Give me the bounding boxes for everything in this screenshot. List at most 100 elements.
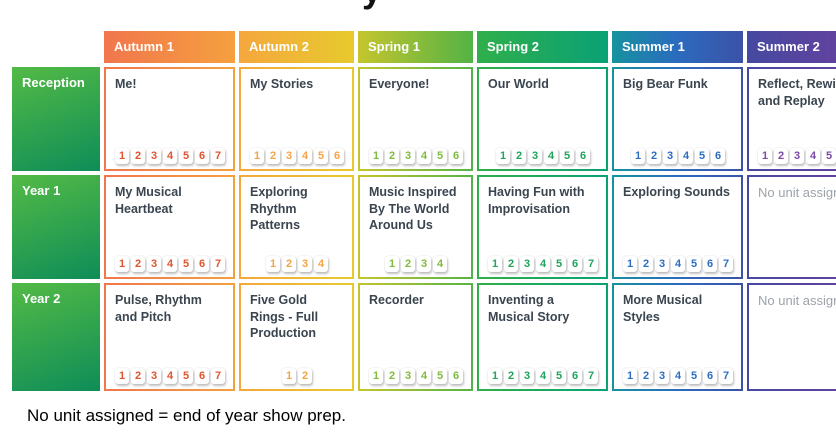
unit-step-chip-7[interactable]: 7 [719, 256, 733, 272]
unit-step-chip-2[interactable]: 2 [512, 148, 526, 164]
unit-step-chip-4[interactable]: 4 [679, 148, 693, 164]
unit-step-chip-5[interactable]: 5 [552, 256, 566, 272]
unit-step-chip-5[interactable]: 5 [179, 148, 193, 164]
unit-step-chip-5[interactable]: 5 [314, 148, 328, 164]
unit-step-chip-3[interactable]: 3 [417, 256, 431, 272]
unit-step-chip-7[interactable]: 7 [211, 368, 225, 384]
unit-step-chip-6[interactable]: 6 [195, 148, 209, 164]
unit-step-chip-6[interactable]: 6 [703, 368, 717, 384]
unit-step-chip-7[interactable]: 7 [584, 256, 598, 272]
unit-step-chip-4[interactable]: 4 [671, 368, 685, 384]
unit-step-chip-3[interactable]: 3 [147, 368, 161, 384]
unit-step-chip-2[interactable]: 2 [401, 256, 415, 272]
unit-step-chip-2[interactable]: 2 [385, 368, 399, 384]
unit-step-chip-3[interactable]: 3 [520, 368, 534, 384]
column-header-spring-2: Spring 2 [477, 31, 608, 63]
unit-step-chip-2[interactable]: 2 [282, 256, 296, 272]
unit-step-chip-1[interactable]: 1 [369, 368, 383, 384]
unit-step-chip-4[interactable]: 4 [163, 148, 177, 164]
unit-step-chip-2[interactable]: 2 [131, 368, 145, 384]
unit-step-chip-5[interactable]: 5 [822, 148, 836, 164]
unit-step-chip-6[interactable]: 6 [195, 256, 209, 272]
unit-step-chip-2[interactable]: 2 [639, 256, 653, 272]
unit-step-chip-3[interactable]: 3 [655, 256, 669, 272]
unit-step-chip-6[interactable]: 6 [568, 368, 582, 384]
unit-step-chip-2[interactable]: 2 [504, 256, 518, 272]
unit-step-chip-3[interactable]: 3 [790, 148, 804, 164]
unit-step-chip-4[interactable]: 4 [417, 148, 431, 164]
unit-step-chip-4[interactable]: 4 [417, 368, 431, 384]
unit-step-chip-4[interactable]: 4 [163, 368, 177, 384]
unit-cell-year-2-autumn-2: Five Gold Rings - Full Production 1 2 [239, 283, 354, 391]
unit-step-chip-1[interactable]: 1 [115, 368, 129, 384]
unit-step-chip-1[interactable]: 1 [369, 148, 383, 164]
unit-step-chip-1[interactable]: 1 [115, 148, 129, 164]
unit-step-chip-6[interactable]: 6 [330, 148, 344, 164]
unit-step-chip-1[interactable]: 1 [496, 148, 510, 164]
unit-step-chip-3[interactable]: 3 [147, 148, 161, 164]
unit-step-chip-3[interactable]: 3 [655, 368, 669, 384]
unit-step-chip-3[interactable]: 3 [401, 368, 415, 384]
unit-step-chip-2[interactable]: 2 [774, 148, 788, 164]
unit-step-chip-4[interactable]: 4 [536, 256, 550, 272]
unit-step-chip-6[interactable]: 6 [449, 368, 463, 384]
unit-step-chip-4[interactable]: 4 [314, 256, 328, 272]
unit-step-chip-4[interactable]: 4 [163, 256, 177, 272]
unit-step-chip-1[interactable]: 1 [631, 148, 645, 164]
unit-step-chip-6[interactable]: 6 [195, 368, 209, 384]
unit-title: My Musical Heartbeat [115, 185, 182, 216]
unit-step-chip-2[interactable]: 2 [131, 256, 145, 272]
unit-step-chip-5[interactable]: 5 [433, 368, 447, 384]
unit-step-chip-6[interactable]: 6 [576, 148, 590, 164]
unit-step-chip-1[interactable]: 1 [385, 256, 399, 272]
unit-step-chip-2[interactable]: 2 [647, 148, 661, 164]
unit-step-chip-6[interactable]: 6 [449, 148, 463, 164]
unit-step-chip-4[interactable]: 4 [536, 368, 550, 384]
unit-step-chip-3[interactable]: 3 [282, 148, 296, 164]
unit-step-chip-5[interactable]: 5 [695, 148, 709, 164]
unit-cell-year-2-summer-1: More Musical Styles 1 2 3 4 5 6 7 [612, 283, 743, 391]
unit-step-chip-1[interactable]: 1 [115, 256, 129, 272]
unit-step-chip-2[interactable]: 2 [131, 148, 145, 164]
unit-step-chip-4[interactable]: 4 [298, 148, 312, 164]
unit-step-chip-7[interactable]: 7 [719, 368, 733, 384]
unit-step-chip-3[interactable]: 3 [147, 256, 161, 272]
unit-step-chip-2[interactable]: 2 [504, 368, 518, 384]
unit-step-chip-5[interactable]: 5 [687, 256, 701, 272]
unit-step-chip-3[interactable]: 3 [528, 148, 542, 164]
unit-step-chip-2[interactable]: 2 [266, 148, 280, 164]
unit-step-chip-5[interactable]: 5 [179, 368, 193, 384]
unit-cell-year-1-spring-1: Music Inspired By The World Around Us 1 2 3… [358, 175, 473, 279]
table-corner-spacer [12, 31, 100, 63]
unit-step-chip-5[interactable]: 5 [179, 256, 193, 272]
unit-step-chip-1[interactable]: 1 [488, 368, 502, 384]
unit-step-chip-3[interactable]: 3 [401, 148, 415, 164]
unit-step-chip-4[interactable]: 4 [544, 148, 558, 164]
unit-step-chip-2[interactable]: 2 [639, 368, 653, 384]
unit-step-chip-7[interactable]: 7 [584, 368, 598, 384]
unit-step-chip-6[interactable]: 6 [568, 256, 582, 272]
unit-step-chip-3[interactable]: 3 [663, 148, 677, 164]
unit-step-chip-7[interactable]: 7 [211, 256, 225, 272]
unit-step-chip-7[interactable]: 7 [211, 148, 225, 164]
unit-step-chip-1[interactable]: 1 [758, 148, 772, 164]
unit-step-chip-1[interactable]: 1 [282, 368, 296, 384]
unit-step-chip-1[interactable]: 1 [488, 256, 502, 272]
unit-step-chip-5[interactable]: 5 [433, 148, 447, 164]
unit-step-chip-2[interactable]: 2 [298, 368, 312, 384]
unit-step-chip-3[interactable]: 3 [520, 256, 534, 272]
unit-step-chip-1[interactable]: 1 [250, 148, 264, 164]
unit-step-chip-4[interactable]: 4 [806, 148, 820, 164]
unit-step-chip-1[interactable]: 1 [623, 368, 637, 384]
unit-step-chip-4[interactable]: 4 [433, 256, 447, 272]
unit-step-chip-2[interactable]: 2 [385, 148, 399, 164]
unit-step-chip-5[interactable]: 5 [560, 148, 574, 164]
unit-step-chip-3[interactable]: 3 [298, 256, 312, 272]
unit-step-chip-4[interactable]: 4 [671, 256, 685, 272]
unit-step-chip-1[interactable]: 1 [623, 256, 637, 272]
unit-step-chip-1[interactable]: 1 [266, 256, 280, 272]
unit-step-chip-6[interactable]: 6 [703, 256, 717, 272]
unit-step-chip-5[interactable]: 5 [687, 368, 701, 384]
unit-step-chip-5[interactable]: 5 [552, 368, 566, 384]
unit-step-chip-6[interactable]: 6 [711, 148, 725, 164]
